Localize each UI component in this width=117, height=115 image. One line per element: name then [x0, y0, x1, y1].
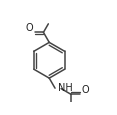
Text: O: O: [81, 84, 89, 94]
Text: O: O: [25, 23, 33, 33]
Text: NH: NH: [58, 83, 73, 93]
Text: Cl: Cl: [61, 114, 71, 115]
